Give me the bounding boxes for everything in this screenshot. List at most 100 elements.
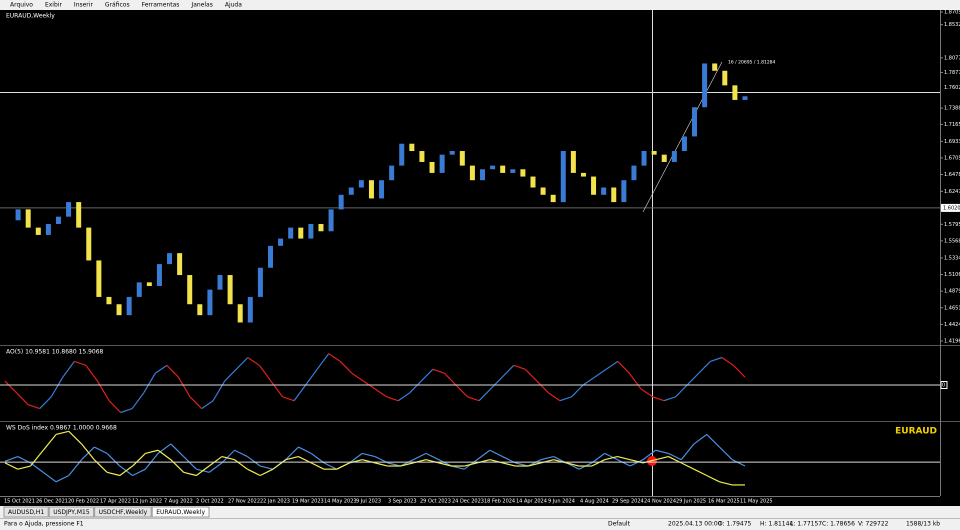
candle bbox=[318, 223, 324, 232]
x-tick-label: 22 Jan 2023 bbox=[260, 499, 290, 505]
tab-label[interactable]: USDCHF,Weekly bbox=[99, 509, 148, 516]
indicator-segment bbox=[224, 368, 237, 382]
indicator-segment bbox=[731, 459, 746, 467]
x-tick-label: 14 May 2023 bbox=[324, 499, 357, 505]
candle bbox=[580, 172, 586, 177]
candle bbox=[732, 85, 738, 100]
indicator-segment bbox=[591, 459, 605, 467]
candle bbox=[267, 245, 273, 268]
menu-item[interactable]: Inserir bbox=[74, 2, 94, 9]
candle bbox=[298, 227, 304, 239]
candle bbox=[358, 180, 364, 188]
candle bbox=[288, 227, 294, 239]
y-tick-label: 1.55680 bbox=[944, 238, 960, 244]
indicator-segment bbox=[270, 380, 283, 398]
status-open: O: 1.79475 bbox=[718, 521, 752, 528]
y-tick-label: 1.80770 bbox=[944, 55, 960, 61]
candle bbox=[429, 161, 435, 173]
indicator-segment bbox=[524, 368, 538, 382]
candle bbox=[156, 264, 162, 286]
candle bbox=[681, 136, 687, 152]
tab-label[interactable]: EURAUD,Weekly bbox=[156, 509, 205, 516]
indicator-segment bbox=[68, 430, 82, 445]
candle bbox=[419, 151, 425, 162]
tab[interactable] bbox=[3, 506, 49, 518]
x-tick-label: 9 Jul 2023 bbox=[356, 499, 381, 505]
indicator-segment bbox=[663, 396, 676, 402]
x-tick-label: 29 Jun 2025 bbox=[676, 499, 706, 505]
candle bbox=[146, 282, 152, 286]
candle bbox=[389, 165, 395, 181]
indicator-segment bbox=[4, 380, 17, 394]
indicator-segment bbox=[293, 384, 307, 402]
candle bbox=[76, 202, 82, 228]
tab-label[interactable]: USDJPY,M15 bbox=[53, 509, 90, 516]
tab[interactable] bbox=[94, 506, 152, 518]
candle bbox=[591, 176, 597, 195]
indicator-segment bbox=[4, 455, 18, 462]
status-help: Para o Ajuda, pressione F1 bbox=[4, 521, 84, 528]
indicator-segment bbox=[42, 471, 57, 483]
indicator-segment bbox=[733, 364, 746, 378]
x-tick-label: 11 May 2025 bbox=[740, 499, 773, 505]
candle bbox=[227, 275, 233, 305]
candle bbox=[86, 227, 92, 261]
status-traffic: 1588/13 kb bbox=[906, 521, 940, 528]
menu-item[interactable]: Ajuda bbox=[225, 2, 242, 9]
y-tick-label: 1.53340 bbox=[944, 255, 960, 261]
indicator-segment bbox=[686, 372, 700, 386]
indicator-segment bbox=[62, 361, 75, 378]
status-low: L: 1.77157 bbox=[790, 521, 822, 528]
x-tick-label: 29 Sep 2024 bbox=[612, 499, 644, 505]
menu-item[interactable]: Arquivo bbox=[10, 2, 33, 9]
indicator-segment bbox=[349, 452, 363, 464]
indicator-segment bbox=[310, 462, 325, 470]
y-tick-label: 1.71655 bbox=[944, 122, 960, 128]
x-tick-label: 17 Apr 2022 bbox=[100, 499, 131, 505]
indicator-segment bbox=[316, 353, 330, 370]
candle bbox=[348, 187, 354, 195]
menu-item[interactable]: Exibir bbox=[45, 2, 62, 9]
candle bbox=[338, 194, 344, 210]
level-label: 1.60202 bbox=[943, 205, 960, 211]
candle bbox=[712, 63, 718, 71]
candle bbox=[96, 260, 102, 297]
candle bbox=[459, 151, 465, 166]
candle bbox=[207, 289, 213, 316]
indicator-segment bbox=[27, 404, 40, 410]
menu-item[interactable]: Janelas bbox=[190, 2, 212, 9]
indicator-segment bbox=[208, 456, 223, 467]
indicator-segment bbox=[285, 455, 299, 461]
indicator-segment bbox=[55, 474, 70, 483]
indicator-segment bbox=[719, 481, 733, 486]
tab[interactable] bbox=[151, 506, 210, 518]
candle bbox=[55, 216, 61, 224]
tab-label[interactable]: AUDUSD,H1 bbox=[8, 509, 44, 516]
indicator-segment bbox=[432, 368, 445, 374]
candle bbox=[187, 275, 193, 305]
indicator-segment bbox=[548, 392, 561, 402]
menu-item[interactable]: Gráficos bbox=[105, 2, 130, 9]
indicator-segment bbox=[536, 380, 549, 394]
candle bbox=[520, 169, 526, 177]
y-tick-label: 1.69330 bbox=[944, 139, 960, 145]
indicator-segment bbox=[328, 353, 341, 362]
indicator-segment bbox=[30, 462, 44, 473]
indicator-segment bbox=[50, 376, 64, 398]
tab[interactable] bbox=[48, 506, 95, 518]
indicator-segment bbox=[4, 462, 19, 470]
candle bbox=[237, 304, 243, 323]
indicator-segment bbox=[132, 452, 146, 467]
indicator-segment bbox=[386, 396, 399, 402]
indicator-segment bbox=[455, 384, 468, 398]
status-volume: V: 729722 bbox=[858, 521, 889, 528]
menu-item[interactable]: Ferramentas bbox=[142, 2, 180, 9]
indicator-segment bbox=[478, 388, 492, 402]
chart-title: EURAUD,Weekly bbox=[6, 13, 55, 20]
candle bbox=[570, 151, 576, 173]
symbol-tag: EURAUD bbox=[895, 427, 937, 437]
indicator-segment bbox=[196, 465, 210, 476]
indicator-segment bbox=[706, 434, 720, 448]
indicator-segment bbox=[680, 443, 695, 461]
